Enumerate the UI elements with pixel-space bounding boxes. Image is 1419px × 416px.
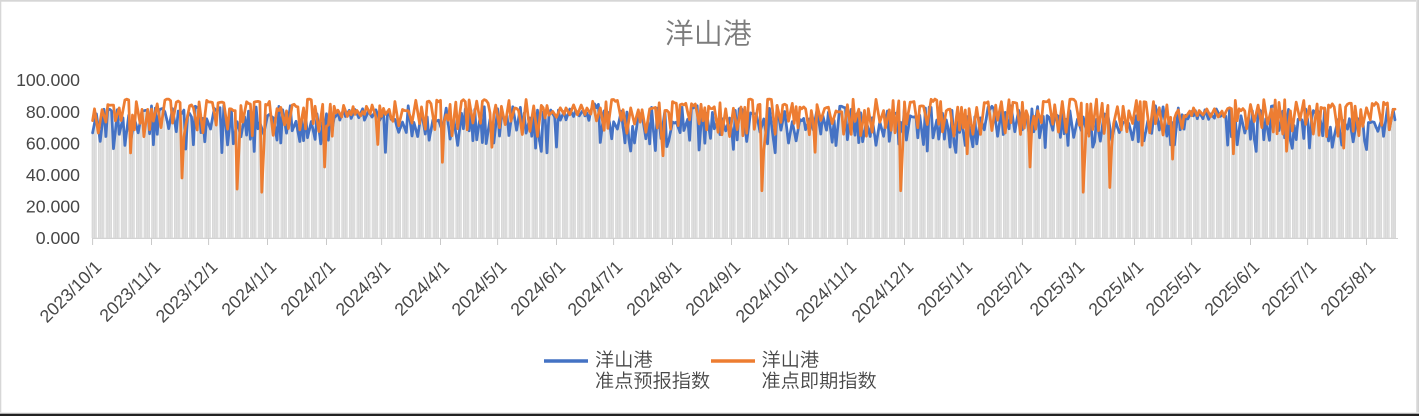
svg-text:20.000: 20.000 xyxy=(26,196,80,216)
svg-text:0.000: 0.000 xyxy=(36,228,80,248)
svg-text:40.000: 40.000 xyxy=(26,165,80,185)
svg-text:80.000: 80.000 xyxy=(26,102,80,122)
svg-text:60.000: 60.000 xyxy=(26,133,80,153)
svg-text:100.000: 100.000 xyxy=(16,70,80,90)
